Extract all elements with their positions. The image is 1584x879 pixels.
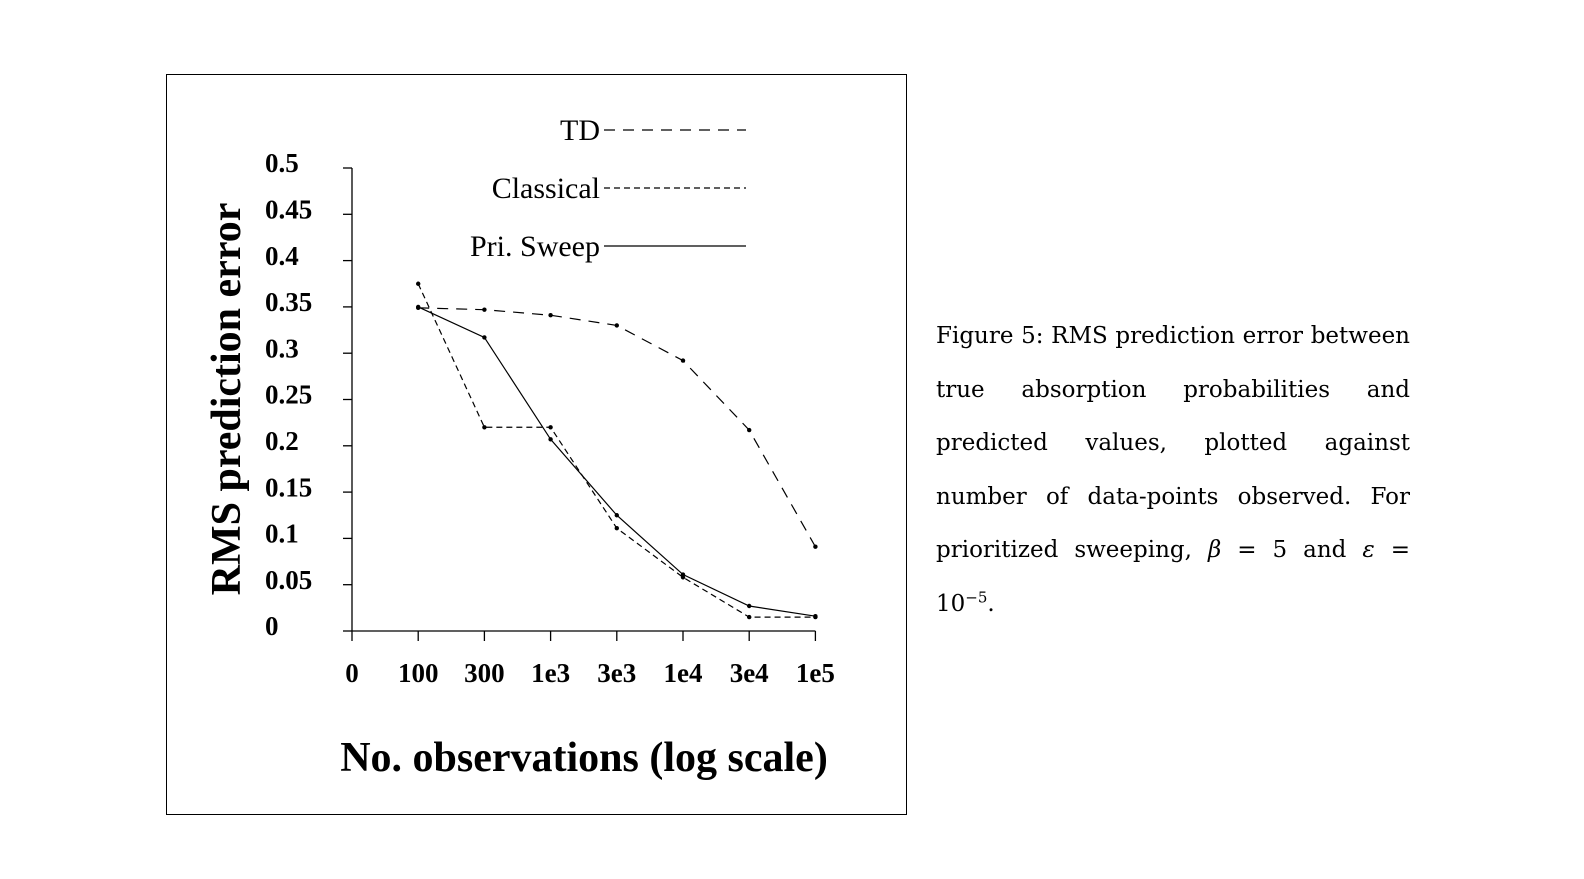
data-point (747, 603, 752, 609)
caption-text: Figure 5: RMS prediction error between t… (936, 323, 1410, 563)
caption-beta-eq: = 5 and (1221, 537, 1363, 563)
y-tick-label: 0.25 (265, 380, 312, 410)
x-tick-label: 1e3 (531, 658, 570, 688)
data-point (416, 304, 421, 310)
data-point (614, 513, 619, 518)
figure-caption: Figure 5: RMS prediction error between t… (936, 310, 1410, 631)
x-tick-label: 1e4 (664, 658, 703, 688)
data-point (416, 281, 421, 286)
data-point (614, 526, 619, 531)
data-point (548, 313, 553, 318)
legend-label: Classical (492, 172, 600, 205)
x-tick-label: 3e4 (730, 658, 769, 688)
y-tick-label: 0.5 (265, 148, 299, 178)
x-tick-label: 300 (464, 658, 505, 688)
data-point (813, 544, 818, 549)
line-chart: 0 0.05 0.1 0.15 0.2 0.25 0.3 0.35 0.4 0.45 0.5 0 100… (204, 114, 835, 781)
series-line-td (418, 307, 816, 548)
y-tick-label: 0.1 (265, 519, 299, 549)
caption-epsilon: ε (1362, 537, 1375, 563)
y-tick-label: 0.2 (265, 426, 299, 456)
y-tick-label: 0.4 (265, 241, 299, 271)
caption-exponent: −5 (965, 587, 988, 606)
data-point (548, 437, 553, 442)
caption-end: . (987, 590, 995, 617)
x-tick-label: 100 (398, 658, 439, 688)
data-point (614, 323, 619, 328)
caption-beta: β (1207, 537, 1222, 563)
y-tick-label: 0.15 (265, 472, 312, 502)
figure-frame: 0 0.05 0.1 0.15 0.2 0.25 0.3 0.35 0.4 0.45 0.5 0 100… (166, 74, 907, 815)
data-point (482, 335, 487, 340)
y-tick-label: 0 (265, 611, 279, 641)
legend-label: Pri. Sweep (470, 230, 600, 263)
y-tick-label: 0.35 (265, 287, 312, 317)
x-tick-label: 0 (345, 658, 359, 688)
y-tick-label: 0.45 (265, 195, 312, 225)
data-point (482, 425, 487, 430)
x-tick-label: 3e3 (597, 658, 636, 688)
caption-eps-eq: = 10 (936, 537, 1410, 617)
data-point (747, 427, 752, 433)
x-axis-title: No. observations (log scale) (340, 735, 828, 781)
legend-label: TD (560, 114, 600, 147)
y-tick-label: 0.05 (265, 565, 312, 595)
data-point (680, 358, 686, 363)
y-axis-title: RMS prediction error (204, 203, 250, 596)
y-tick-label: 0.3 (265, 333, 299, 363)
data-point (813, 613, 818, 619)
data-point (482, 307, 487, 312)
data-point (747, 614, 752, 620)
data-point (548, 425, 553, 430)
data-point (680, 572, 686, 577)
x-tick-label: 1e5 (796, 658, 835, 688)
series-line-pri-sweep (417, 306, 816, 617)
